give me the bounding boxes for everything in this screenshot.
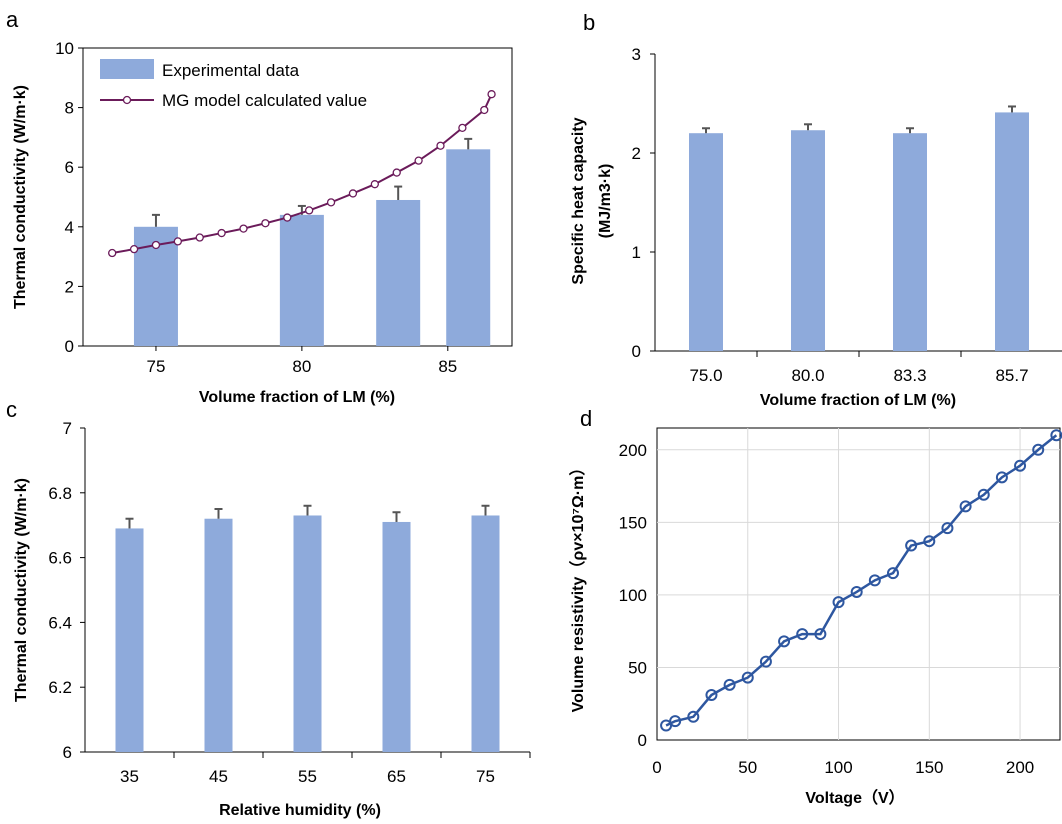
panel-b-xtick-label: 80.0 — [791, 366, 824, 385]
panel-c-bar — [472, 515, 500, 752]
panel-b-xtick-label: 83.3 — [893, 366, 926, 385]
panel-c-bar — [205, 519, 233, 752]
panel-d-chart: 0 50 100 150 200 0 50 100 150 200 Voltage（V） Volu… — [569, 428, 1061, 807]
panel-c-xtick-label: 45 — [209, 767, 228, 786]
panel-a-xtick-label: 80 — [292, 357, 311, 376]
panel-a-ytick-label: 2 — [65, 277, 74, 296]
panel-a-ytick-label: 6 — [65, 158, 74, 177]
panel-b-ytick-label: 1 — [632, 243, 641, 262]
panel-c-bar — [116, 528, 144, 752]
panel-a-model-point — [152, 241, 159, 248]
panel-c-chart: 6 6.2 6.4 6.6 6.8 7 35 45 55 65 75 Relative humidi… — [13, 419, 530, 819]
panel-c-bar — [294, 515, 322, 752]
panel-b-bar — [893, 133, 927, 351]
panel-a-ylabel: Thermal conductivity (W/m·k) — [12, 85, 29, 309]
legend-bar-swatch — [100, 59, 154, 79]
panel-a-model-point — [488, 91, 495, 98]
panel-a-model-point — [218, 230, 225, 237]
panel-c-xlabel: Relative humidity (%) — [219, 802, 381, 819]
panel-a-bar — [446, 149, 490, 346]
legend-marker — [124, 97, 131, 104]
legend-experimental: Experimental data — [162, 61, 300, 80]
panel-letter-a: a — [6, 7, 19, 32]
panel-b-ytick-label: 0 — [632, 342, 641, 361]
panel-a-model-point — [393, 169, 400, 176]
panel-c-ytick-label: 7 — [63, 419, 72, 438]
panel-d-xtick-label: 200 — [1006, 758, 1034, 777]
legend-mg-model: MG model calculated value — [162, 91, 367, 110]
panel-c-bar — [383, 522, 411, 752]
panel-b-xtick-label: 85.7 — [995, 366, 1028, 385]
panel-a-bar — [280, 215, 324, 346]
panel-letter-b: b — [583, 10, 595, 35]
panel-a-chart: 0 2 4 6 8 10 75 80 85 Experimental data MG model… — [12, 39, 512, 406]
panel-a-model-point — [174, 238, 181, 245]
panel-a-model-point — [328, 199, 335, 206]
panel-b-chart: 0 1 2 3 75.0 80.0 83.3 85.7 Volume fraction of … — [570, 45, 1062, 409]
panel-c-ytick-label: 6 — [63, 743, 72, 762]
panel-b-xtick-label: 75.0 — [689, 366, 722, 385]
panel-b-bar — [791, 130, 825, 351]
panel-a-bar — [376, 200, 420, 346]
panel-c-ylabel: Thermal conductivity (W/m·k) — [13, 478, 30, 702]
panel-a-model-point — [284, 214, 291, 221]
panel-d-ylabel: Volume resistivity（ρv×10⁷Ω·m） — [569, 460, 587, 713]
panel-c-xtick-label: 75 — [476, 767, 495, 786]
panel-letter-c: c — [6, 397, 17, 422]
panel-d-ytick-label: 100 — [619, 586, 647, 605]
panel-a-model-point — [262, 220, 269, 227]
panel-a-model-point — [109, 250, 116, 257]
panel-b-bar — [995, 112, 1029, 351]
panel-c-ytick-label: 6.2 — [48, 678, 72, 697]
panel-c-xtick-label: 35 — [120, 767, 139, 786]
panel-d-xtick-label: 100 — [824, 758, 852, 777]
panel-d-ytick-label: 0 — [638, 731, 647, 750]
panel-a-model-point — [415, 157, 422, 164]
panel-a-ytick-label: 0 — [65, 337, 74, 356]
panel-c-ytick-label: 6.8 — [48, 484, 72, 503]
panel-c-xtick-label: 65 — [387, 767, 406, 786]
panel-a-xlabel: Volume fraction of LM (%) — [199, 389, 395, 406]
panel-a-model-point — [437, 142, 444, 149]
panel-c-xtick-label: 55 — [298, 767, 317, 786]
panel-a-model-point — [306, 207, 313, 214]
panel-d-xtick-label: 50 — [738, 758, 757, 777]
panel-a-model-point — [371, 181, 378, 188]
panel-a-model-point — [196, 234, 203, 241]
panel-a-model-point — [131, 246, 138, 253]
panel-d-xtick-label: 0 — [652, 758, 661, 777]
panel-d-xtick-label: 150 — [915, 758, 943, 777]
panel-a-ytick-label: 4 — [65, 218, 74, 237]
panel-d-ytick-label: 200 — [619, 441, 647, 460]
panel-a-legend: Experimental data MG model calculated va… — [100, 59, 367, 110]
panel-a-xtick-label: 75 — [146, 357, 165, 376]
panel-b-bar — [689, 133, 723, 351]
panel-d-frame — [657, 428, 1060, 740]
panel-a-model-point — [240, 225, 247, 232]
panel-a-ytick-label: 10 — [55, 39, 74, 58]
panel-b-xlabel: Volume fraction of LM (%) — [760, 392, 956, 409]
panel-b-ylabel-units: (MJ/m3·k) — [597, 164, 614, 239]
panel-a-model-point — [349, 190, 356, 197]
panel-a-model-point — [459, 124, 466, 131]
panel-letter-d: d — [580, 406, 592, 431]
panel-b-ylabel: Specific heat capacity — [570, 117, 587, 284]
panel-d-xlabel: Voltage（V） — [805, 789, 904, 807]
panel-c-ytick-label: 6.4 — [48, 613, 72, 632]
panel-a-xtick-label: 85 — [438, 357, 457, 376]
panel-b-ytick-label: 3 — [632, 45, 641, 64]
panel-a-model-point — [481, 106, 488, 113]
panel-c-ytick-label: 6.6 — [48, 549, 72, 568]
panel-b-ytick-label: 2 — [632, 144, 641, 163]
panel-d-ytick-label: 150 — [619, 513, 647, 532]
panel-d-ytick-label: 50 — [628, 658, 647, 677]
panel-a-ytick-label: 8 — [65, 99, 74, 118]
